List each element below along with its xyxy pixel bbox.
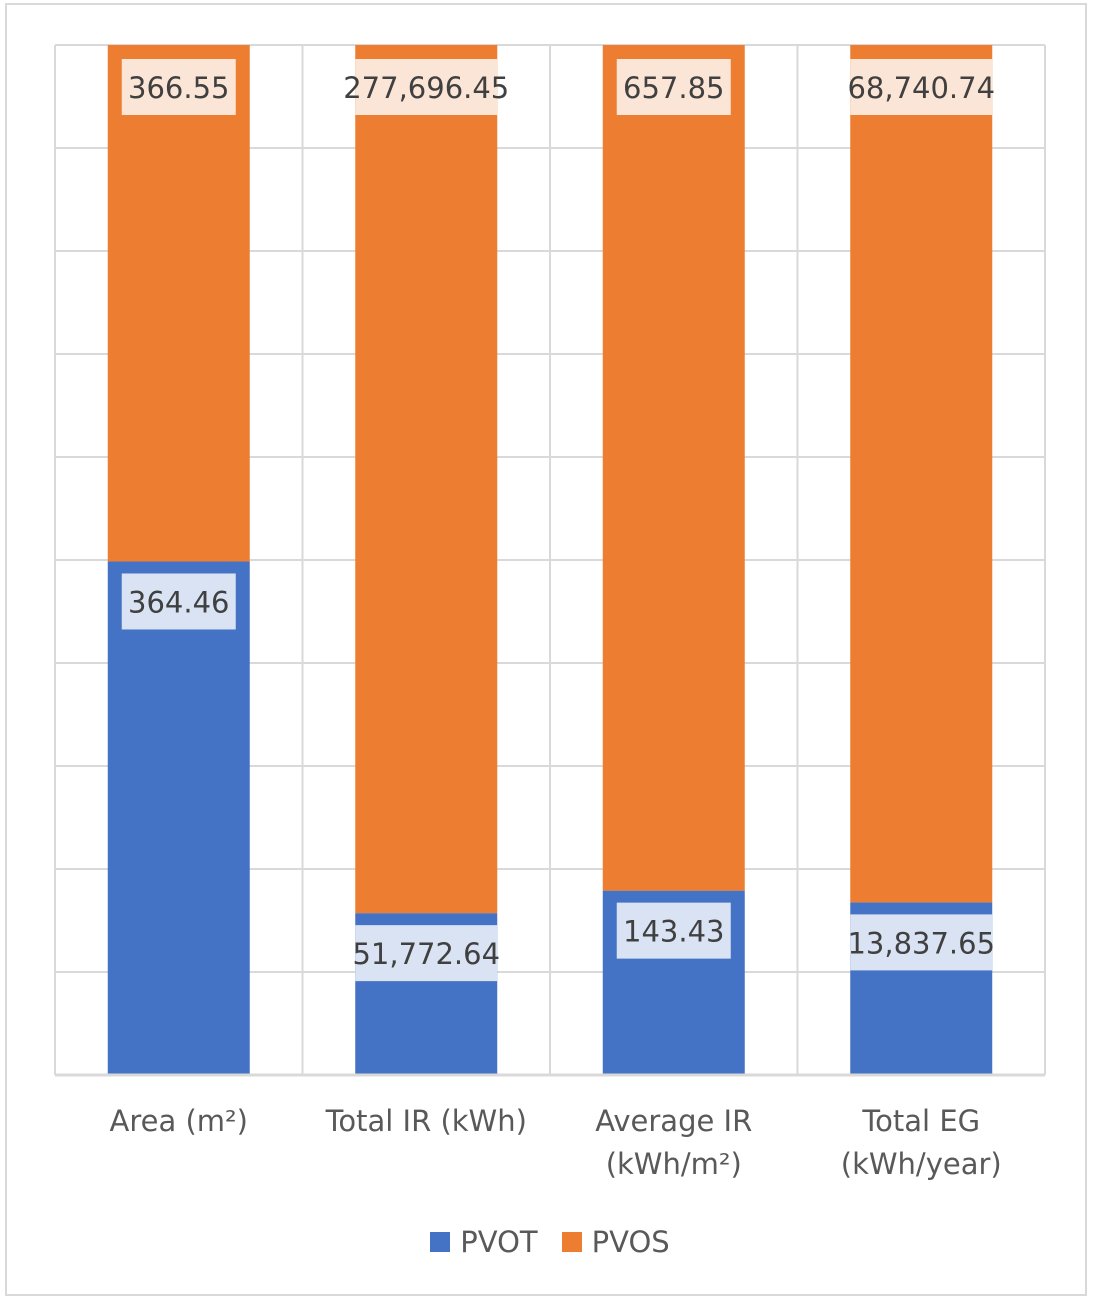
bar-pvos: [602, 45, 745, 891]
data-label-bg-pvot: [121, 573, 236, 630]
data-label-pvot: 51,772.64: [352, 937, 500, 971]
bar-pvos: [107, 45, 250, 562]
data-label-bg-pvot: [355, 925, 498, 982]
data-label-bg-pvot: [850, 914, 993, 971]
category-label: Total EG: [861, 1104, 980, 1138]
data-label-pvos: 68,740.74: [847, 71, 995, 105]
data-label-pvos: 657.85: [623, 71, 724, 105]
data-label-pvot: 143.43: [623, 915, 724, 949]
legend-label-pvot: PVOT: [460, 1225, 538, 1259]
data-label-bg-pvos: [121, 59, 236, 115]
category-label: Average IR: [595, 1104, 752, 1138]
category-label: Total IR (kWh): [325, 1104, 527, 1138]
bar-pvos: [850, 45, 993, 903]
legend-label-pvos: PVOS: [591, 1225, 670, 1259]
legend: PVOT PVOS: [0, 1222, 1100, 1262]
legend-item-pvos: PVOS: [561, 1225, 670, 1259]
data-label-bg-pvos: [355, 59, 498, 115]
bar-pvot: [107, 561, 250, 1075]
category-label: Area (m²): [110, 1104, 248, 1138]
legend-swatch-pvos: [561, 1232, 582, 1252]
data-label-pvos: 366.55: [128, 71, 229, 105]
category-label: (kWh/m²): [606, 1147, 742, 1181]
data-label-pvot: 13,837.65: [847, 926, 995, 960]
data-label-bg-pvos: [616, 59, 731, 115]
data-label-bg-pvot: [616, 902, 731, 959]
category-label: (kWh/year): [841, 1147, 1002, 1181]
stacked-bar-chart: 366.55 364.46 Area (m²) 277,696.45 51,772.64…: [54, 44, 1046, 1181]
data-label-pvot: 364.46: [128, 585, 229, 619]
data-label-bg-pvos: [850, 59, 993, 115]
data-label-pvos: 277,696.45: [343, 71, 509, 105]
legend-swatch-pvot: [430, 1232, 451, 1252]
bar-pvos: [355, 45, 498, 914]
legend-item-pvot: PVOT: [430, 1225, 538, 1259]
